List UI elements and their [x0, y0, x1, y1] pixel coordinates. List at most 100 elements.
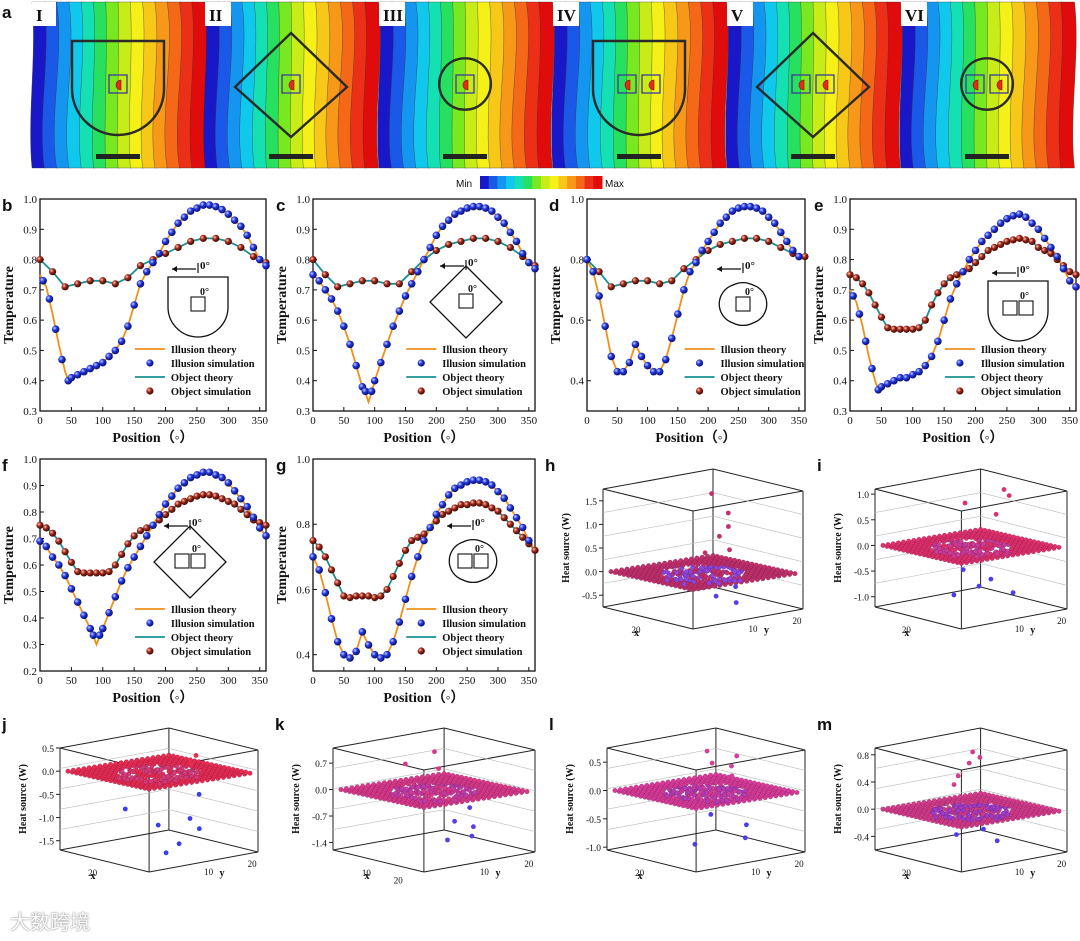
plane-point [990, 529, 996, 535]
object-simulation-point [231, 500, 239, 508]
plane-point [1052, 807, 1058, 813]
box-bottom-edge [874, 849, 962, 873]
illusion-simulation-point [728, 207, 737, 215]
inset-shell-outline [153, 525, 227, 599]
plane-point [387, 779, 393, 785]
plane-point [118, 760, 124, 766]
colorbar: Min Max [456, 176, 624, 190]
z-tick-label: -1.0 [854, 594, 869, 604]
illusion-simulation-point [444, 491, 453, 499]
illusion-simulation-point [426, 243, 434, 252]
plane-point [990, 793, 996, 799]
object-simulation-point [130, 532, 138, 540]
grid-line [59, 809, 169, 830]
object-square [791, 74, 811, 94]
illusion-simulation-point [237, 494, 245, 503]
plane-point [684, 577, 689, 582]
inset-object-square [1018, 300, 1034, 316]
object-simulation-point [984, 246, 992, 255]
z-axis-title: Heat source (W) [18, 764, 29, 834]
x-tick-label: 20 [635, 868, 645, 878]
illusion-simulation-point [370, 650, 379, 659]
plane-point [766, 565, 772, 571]
x-tick-label: 200 [157, 675, 174, 687]
illusion-simulation-point [230, 216, 239, 224]
plane-point [951, 553, 957, 559]
plane-point [737, 789, 742, 794]
plane-point [165, 773, 171, 779]
plane-point [209, 762, 215, 768]
illusion-simulation-point [92, 361, 101, 370]
plane-point [938, 806, 943, 812]
z-tick-label: 0.8 [857, 752, 869, 762]
plane-point [690, 573, 696, 579]
heat-source-marker [822, 79, 829, 91]
legend-point-swatch [417, 647, 425, 655]
object-simulation-point [978, 252, 986, 261]
plane-point [681, 777, 687, 782]
plane-point [971, 541, 976, 547]
outlier-point [725, 510, 731, 516]
legend: Illusion theory Illusion simulation Object… [406, 605, 526, 658]
colorbar-swatch [488, 176, 498, 189]
illusion-simulation-point [531, 264, 539, 273]
x-tick-label: 10 [362, 868, 372, 878]
plane-point [792, 571, 798, 576]
object-simulation-point [346, 280, 354, 288]
plane-point [916, 537, 922, 542]
heat-source-marker [972, 79, 979, 91]
inset-angle-label: 0° [192, 517, 202, 529]
plane-point [779, 568, 785, 574]
plane-point [736, 558, 742, 564]
plane-point [666, 573, 672, 579]
illusion-simulation-point [395, 307, 404, 315]
outlier-point [704, 748, 710, 754]
x-axis-title: Position（◦） [922, 430, 1003, 446]
plane-point [727, 557, 733, 562]
box-bottom-edge [874, 829, 981, 851]
plane-point [443, 785, 448, 791]
outlier-point [1006, 493, 1012, 498]
panel-letter-j: j [1, 715, 7, 734]
object-simulation-point [383, 280, 391, 288]
legend-point-swatch [695, 359, 704, 367]
illusion-simulation-point [243, 231, 251, 240]
box-bottom-edge [423, 851, 536, 873]
plane-point [494, 782, 499, 788]
plane-point [1015, 799, 1021, 805]
plane-point [947, 807, 953, 813]
object-simulation-point [111, 280, 119, 288]
object-simulation-point [143, 524, 151, 532]
illusion-simulation-point [42, 542, 51, 551]
illusion-simulation-point [407, 280, 416, 288]
plane-point [450, 773, 456, 778]
y-axis-title: y [1030, 625, 1035, 636]
illusion-simulation-point [481, 204, 490, 212]
illusion-simulation-point [1047, 243, 1055, 252]
inset-shell-outline [987, 280, 1049, 342]
object-simulation-point [377, 592, 385, 600]
object-simulation-point [915, 324, 923, 332]
illusion-simulation-point [746, 202, 755, 211]
colorbar-swatch [480, 176, 490, 189]
box-bottom-edge [59, 849, 150, 873]
x-tick-label: 50 [338, 675, 350, 687]
plane-point [998, 795, 1004, 801]
x-tick-label: 300 [760, 415, 777, 427]
object-simulation-point [716, 240, 724, 249]
plane-point [217, 764, 223, 769]
outer-shell-outline [437, 57, 493, 111]
chart-e: e 0 50 100 150 200 250 300 350 0.3 0.4 0.5 0.6 0.7 0.8… [812, 194, 1080, 446]
panel-letter-a: a [2, 3, 12, 22]
plane-point [926, 799, 932, 804]
plane-point [617, 787, 623, 793]
object-simulation-point [619, 280, 627, 288]
plane-point [1023, 801, 1029, 806]
object-square [989, 74, 1009, 94]
illusion-simulation-point [488, 207, 496, 215]
object-simulation-point [1072, 271, 1080, 279]
grid-line [712, 492, 804, 515]
plane-point [1003, 796, 1008, 802]
illusion-simulation-point [934, 337, 942, 346]
illusion-simulation-point [367, 387, 376, 396]
